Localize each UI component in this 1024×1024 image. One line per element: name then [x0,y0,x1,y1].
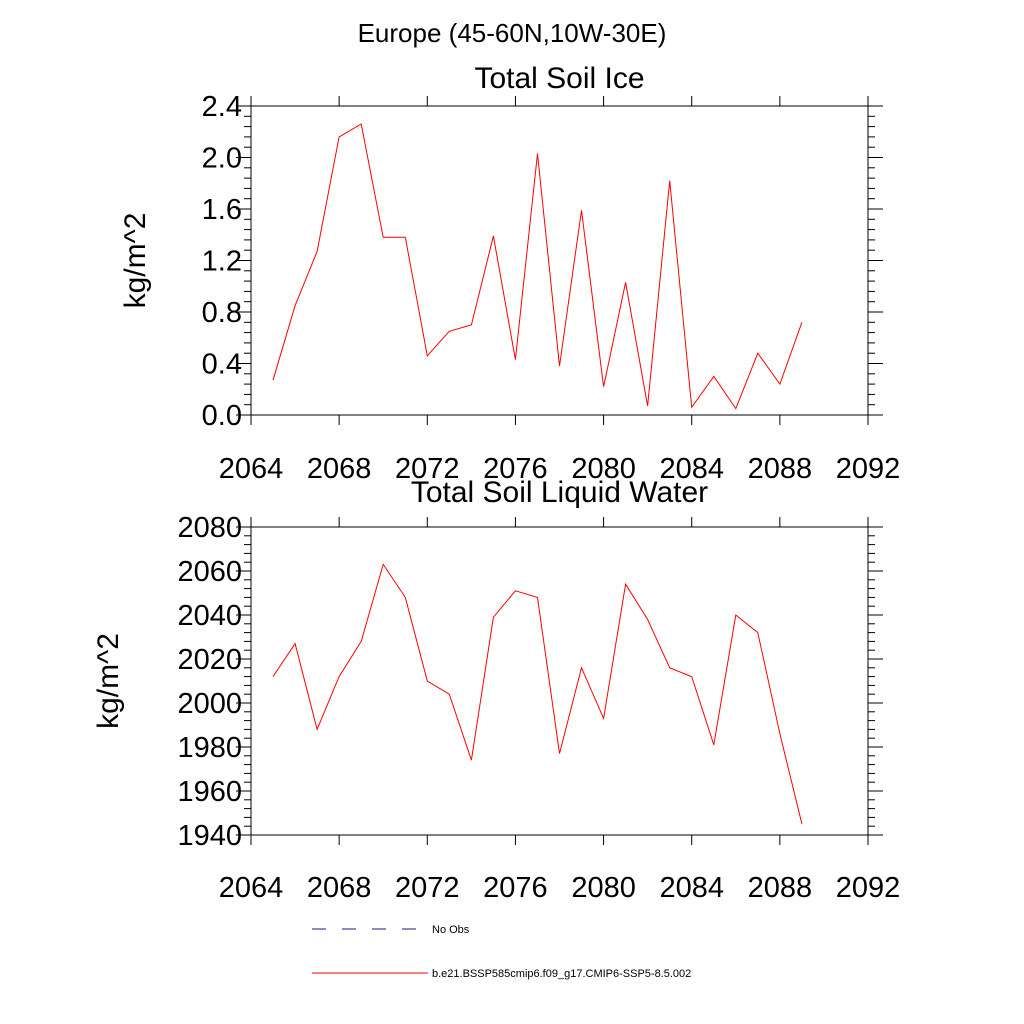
soil-ice-data-point [581,209,583,211]
soil-liquid-water-data-point [382,564,384,566]
page-title: Europe (45-60N,10W-30E) [358,18,667,48]
soil-ice-data-point [779,383,781,385]
legend: No Obs b.e21.BSSP585cmip6.f09_g17.CMIP6-… [312,924,691,980]
soil-ice-data-point [559,365,561,367]
soil-liquid-water-data-point [426,680,428,682]
soil-ice-data-point [338,136,340,138]
soil-ice-xtick-label: 2088 [748,453,813,485]
soil-liquid-water-ytick-label: 2020 [177,644,242,676]
soil-liquid-water-data-point [801,823,803,825]
soil-ice-ytick-label: 1.2 [202,246,242,278]
soil-ice-xtick-label: 2064 [219,453,284,485]
soil-liquid-water-ytick-label: 1960 [177,776,242,808]
soil-ice-data-point [449,331,451,333]
soil-liquid-water-xtick-label: 2084 [659,872,724,904]
soil-liquid-water-xtick-label: 2068 [307,872,372,904]
soil-ice-ytick-label: 2.0 [202,143,242,175]
soil-ice-data-point [537,153,539,155]
soil-liquid-water-xtick-label: 2072 [395,872,460,904]
soil-liquid-water-data-point [669,667,671,669]
soil-ice-panel: Total Soil Ice kg/m^2 2064 2068 2072 2076 2080… [119,62,900,485]
soil-liquid-water-data-point [735,614,737,616]
soil-ice-data-point [603,386,605,388]
soil-ice-ytick-label: 0.8 [202,297,242,329]
soil-ice-title: Total Soil Ice [474,62,644,95]
soil-ice-xtick-label: 2092 [836,453,901,485]
soil-liquid-water-data-point [691,676,693,678]
soil-liquid-water-data-point [515,590,517,592]
soil-ice-ylabel: kg/m^2 [119,213,152,309]
soil-ice-xtick-label: 2072 [395,453,460,485]
soil-ice-data-point [471,324,473,326]
soil-liquid-water-xtick-label: 2080 [571,872,636,904]
legend-label-no-obs: No Obs [432,924,470,936]
soil-liquid-water-data-point [471,759,473,761]
soil-liquid-water-xtick-label: 2076 [483,872,548,904]
soil-liquid-water-ylabel: kg/m^2 [92,633,125,729]
soil-ice-data-point [404,237,406,239]
soil-liquid-water-data-point [779,733,781,735]
soil-liquid-water-data-point [537,597,539,599]
soil-ice-data-point [669,180,671,182]
soil-liquid-water-xtick-label: 2064 [219,872,284,904]
soil-liquid-water-data-point [338,676,340,678]
soil-ice-ytick-label: 0.4 [202,349,242,381]
soil-ice-xtick-label: 2068 [307,453,372,485]
soil-liquid-water-data-point [559,753,561,755]
soil-liquid-water-data-point [272,676,274,678]
soil-ice-data-point [294,305,296,307]
soil-ice-data-point [515,359,517,361]
soil-ice-data-point [801,322,803,324]
soil-liquid-water-title: Total Soil Liquid Water [411,476,708,509]
soil-liquid-water-data-point [581,667,583,669]
soil-ice-data-point [735,408,737,410]
soil-ice-xtick-label: 2076 [483,453,548,485]
soil-ice-data-point [493,235,495,237]
soil-liquid-water-xtick-label: 2088 [748,872,813,904]
soil-liquid-water-data-point [713,744,715,746]
soil-liquid-water-ytick-label: 2040 [177,600,242,632]
soil-ice-data-point [382,237,384,239]
soil-ice-ytick-label: 0.0 [202,400,242,432]
soil-liquid-water-data-point [316,729,318,731]
soil-liquid-water-series-line [272,563,803,825]
soil-liquid-water-xtick-label: 2092 [836,872,901,904]
soil-ice-ytick-label: 1.6 [202,194,242,226]
soil-liquid-water-data-point [757,632,759,634]
soil-liquid-water-ytick-label: 1940 [177,820,242,852]
soil-ice-data-point [713,376,715,378]
soil-ice-data-point [360,123,362,125]
soil-liquid-water-data-point [625,583,627,585]
soil-ice-data-point [757,352,759,354]
soil-liquid-water-data-point [647,619,649,621]
soil-liquid-water-ytick-label: 2000 [177,688,242,720]
soil-ice-xtick-label: 2084 [659,453,724,485]
soil-liquid-water-data-point [493,616,495,618]
soil-ice-data-point [316,251,318,253]
legend-label-model-run: b.e21.BSSP585cmip6.f09_g17.CMIP6-SSP5-8.… [432,968,691,980]
soil-liquid-water-data-point [360,641,362,643]
soil-ice-ytick-label: 2.4 [202,91,242,123]
soil-liquid-water-plot-frame [250,526,869,836]
soil-ice-xtick-label: 2080 [571,453,636,485]
soil-liquid-water-data-point [404,597,406,599]
soil-ice-data-point [691,406,693,408]
soil-ice-plot-frame [250,105,869,416]
soil-liquid-water-panel: Total Soil Liquid Water kg/m^2 2064 2068 207… [92,476,900,904]
soil-ice-data-point [426,355,428,357]
soil-liquid-water-data-point [603,718,605,720]
soil-liquid-water-data-point [449,693,451,695]
soil-liquid-water-ytick-label: 1980 [177,732,242,764]
soil-ice-data-point [625,282,627,284]
soil-liquid-water-data-point [294,643,296,645]
soil-liquid-water-ytick-label: 2080 [177,512,242,544]
soil-ice-data-point [647,405,649,407]
soil-ice-data-point [272,379,274,381]
soil-ice-series-line [272,123,803,410]
soil-liquid-water-ytick-label: 2060 [177,556,242,588]
